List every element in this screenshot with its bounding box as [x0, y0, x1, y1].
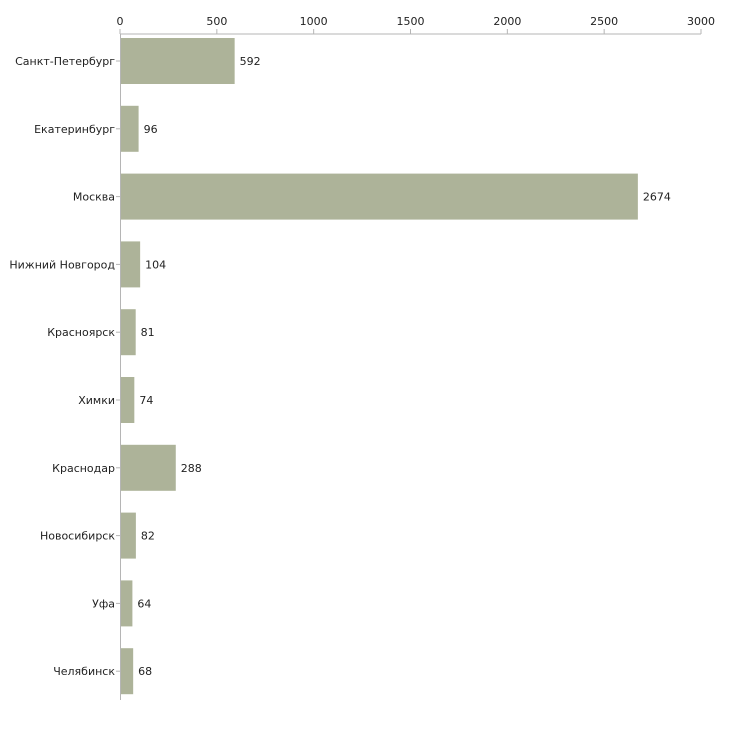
- x-axis: 0 500 1000 1500 2000 2500 3000: [117, 15, 715, 700]
- x-tick-label: 2000: [493, 15, 521, 28]
- bar: [121, 512, 136, 559]
- x-tick-label: 2500: [590, 15, 618, 28]
- bar: [121, 648, 134, 695]
- category-label: Уфа: [92, 597, 115, 610]
- value-label: 104: [145, 258, 166, 271]
- category-label: Москва: [73, 191, 115, 204]
- value-label: 74: [139, 394, 153, 407]
- category-label: Химки: [78, 394, 115, 407]
- bar: [121, 241, 141, 288]
- value-label: 2674: [643, 191, 671, 204]
- bar: [121, 309, 136, 356]
- category-label: Челябинск: [53, 665, 115, 678]
- value-label: 68: [138, 665, 152, 678]
- x-tick-label: 3000: [687, 15, 715, 28]
- category-label: Нижний Новгород: [9, 258, 115, 271]
- x-tick-label: 0: [117, 15, 124, 28]
- bars: Санкт-Петербург 592 Екатеринбург 96 Москва 26…: [9, 38, 671, 695]
- value-label: 82: [141, 530, 155, 543]
- category-label: Екатеринбург: [34, 123, 115, 136]
- bar: [121, 38, 235, 84]
- x-tick-label: 1500: [397, 15, 425, 28]
- category-label: Краснодар: [52, 462, 115, 475]
- bar: [121, 580, 133, 627]
- bar: [121, 173, 638, 220]
- value-label: 64: [137, 597, 151, 610]
- value-label: 81: [141, 326, 155, 339]
- value-label: 288: [181, 462, 202, 475]
- value-label: 592: [240, 55, 261, 68]
- bar: [121, 444, 176, 491]
- value-label: 96: [144, 123, 158, 136]
- category-label: Новосибирск: [40, 530, 115, 543]
- x-tick-label: 500: [206, 15, 227, 28]
- category-label: Санкт-Петербург: [15, 55, 115, 68]
- bar: [121, 377, 135, 423]
- category-label: Красноярск: [47, 326, 115, 339]
- x-tick-label: 1000: [300, 15, 328, 28]
- bar: [121, 105, 139, 152]
